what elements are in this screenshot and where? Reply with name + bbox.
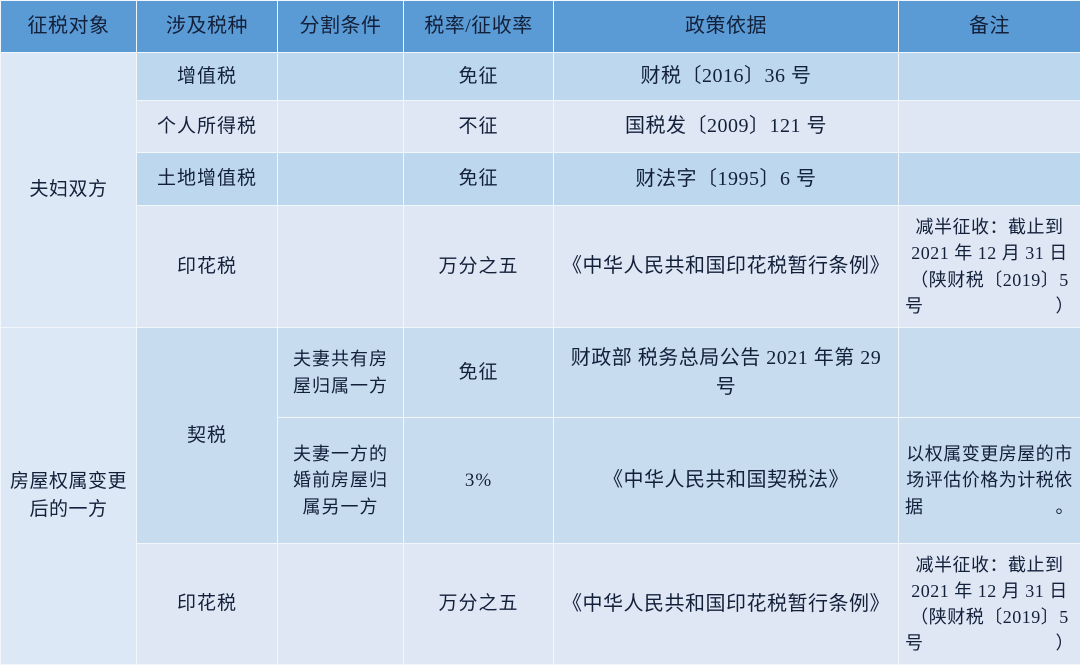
policy-cell: 财政部 税务总局公告 2021 年第 29 号 [554, 328, 899, 418]
rate-cell: 免征 [404, 153, 554, 206]
remark-cell [899, 53, 1080, 101]
subject-cell: 房屋权属变更后的一方 [1, 328, 137, 665]
policy-cell: 财税〔2016〕36 号 [554, 53, 899, 101]
remark-cell [899, 153, 1080, 206]
table-row: 印花税 万分之五 《中华人民共和国印花税暂行条例》 减半征收：截止到 2021 … [1, 544, 1080, 665]
tax-type-cell: 个人所得税 [137, 101, 278, 153]
header-subject: 征税对象 [1, 1, 137, 53]
rate-cell: 不征 [404, 101, 554, 153]
header-remark: 备注 [899, 1, 1080, 53]
condition-cell [278, 544, 404, 665]
table-row: 印花税 万分之五 《中华人民共和国印花税暂行条例》 减半征收：截止到 2021 … [1, 206, 1080, 328]
policy-cell: 《中华人民共和国印花税暂行条例》 [554, 544, 899, 665]
rate-cell: 免征 [404, 53, 554, 101]
header-tax-rate: 税率/征收率 [404, 1, 554, 53]
table-body: 夫妇双方 增值税 免征 财税〔2016〕36 号 个人所得税 不征 国税发〔20… [1, 53, 1080, 665]
rate-cell: 3% [404, 418, 554, 544]
rate-cell: 万分之五 [404, 544, 554, 665]
rate-cell: 免征 [404, 328, 554, 418]
condition-cell [278, 53, 404, 101]
policy-cell: 《中华人民共和国契税法》 [554, 418, 899, 544]
table-row: 夫妇双方 增值税 免征 财税〔2016〕36 号 [1, 53, 1080, 101]
condition-cell [278, 153, 404, 206]
tax-type-cell: 增值税 [137, 53, 278, 101]
table-row: 个人所得税 不征 国税发〔2009〕121 号 [1, 101, 1080, 153]
table-header: 征税对象 涉及税种 分割条件 税率/征收率 政策依据 备注 [1, 1, 1080, 53]
remark-cell [899, 101, 1080, 153]
rate-cell: 万分之五 [404, 206, 554, 328]
header-split-condition: 分割条件 [278, 1, 404, 53]
policy-cell: 国税发〔2009〕121 号 [554, 101, 899, 153]
tax-type-cell: 印花税 [137, 544, 278, 665]
table-row: 土地增值税 免征 财法字〔1995〕6 号 [1, 153, 1080, 206]
remark-cell: 减半征收：截止到 2021 年 12 月 31 日（陕财税〔2019〕5 号） [899, 206, 1080, 328]
tax-type-cell: 印花税 [137, 206, 278, 328]
header-row: 征税对象 涉及税种 分割条件 税率/征收率 政策依据 备注 [1, 1, 1080, 53]
remark-cell [899, 328, 1080, 418]
policy-cell: 《中华人民共和国印花税暂行条例》 [554, 206, 899, 328]
remark-cell: 以权属变更房屋的市场评估价格为计税依据。 [899, 418, 1080, 544]
policy-cell: 财法字〔1995〕6 号 [554, 153, 899, 206]
condition-cell [278, 101, 404, 153]
header-tax-type: 涉及税种 [137, 1, 278, 53]
condition-cell: 夫妻共有房屋归属一方 [278, 328, 404, 418]
tax-type-cell: 土地增值税 [137, 153, 278, 206]
condition-cell [278, 206, 404, 328]
remark-cell: 减半征收：截止到 2021 年 12 月 31 日（陕财税〔2019〕5 号） [899, 544, 1080, 665]
table-row: 房屋权属变更后的一方 契税 夫妻共有房屋归属一方 免征 财政部 税务总局公告 2… [1, 328, 1080, 418]
condition-cell: 夫妻一方的婚前房屋归属另一方 [278, 418, 404, 544]
subject-cell: 夫妇双方 [1, 53, 137, 328]
header-policy-basis: 政策依据 [554, 1, 899, 53]
tax-type-cell: 契税 [137, 328, 278, 544]
